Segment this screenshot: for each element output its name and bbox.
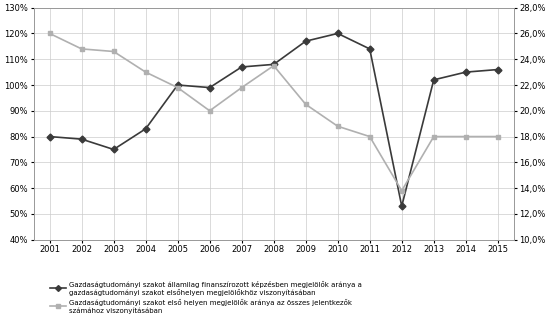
Legend: Gazdaságtudományi szakot államilag finanszírozott képzésben megjelölők aránya a
: Gazdaságtudományi szakot államilag finan…	[47, 278, 365, 316]
